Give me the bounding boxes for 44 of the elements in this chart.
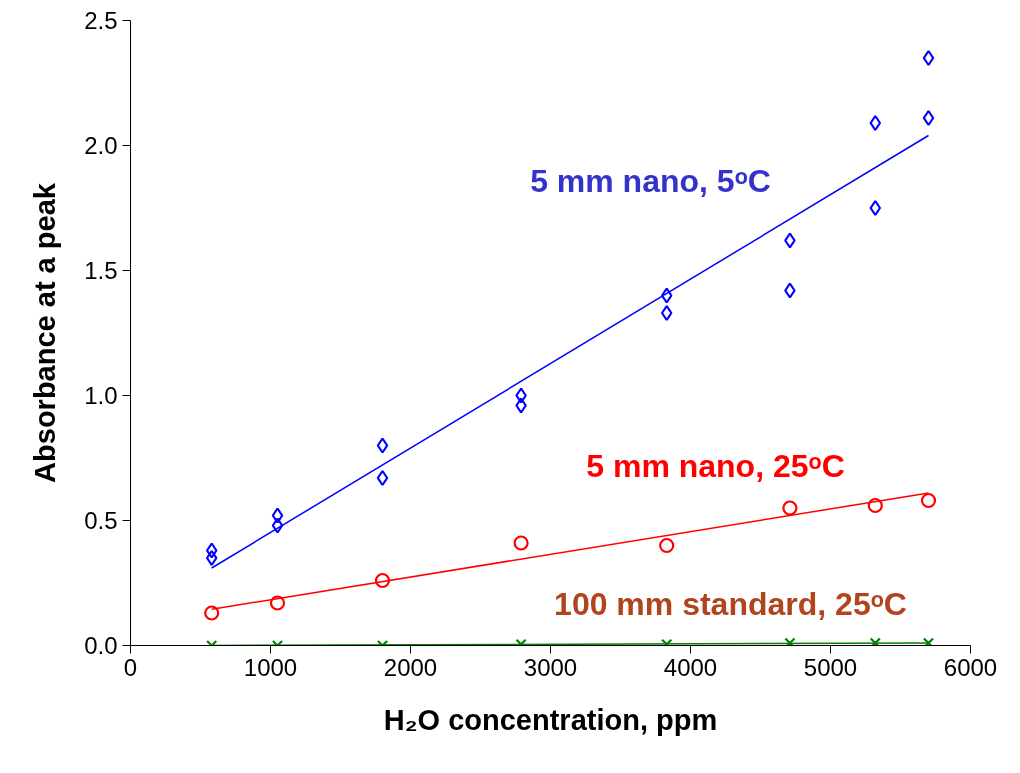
y-tick-label: 0.5 xyxy=(84,507,118,534)
x-axis-title: H₂O concentration, ppm xyxy=(383,703,718,736)
y-tick-label: 1.0 xyxy=(84,382,118,409)
point xyxy=(922,109,935,127)
point xyxy=(376,437,389,454)
point xyxy=(784,232,796,249)
point xyxy=(867,497,883,514)
point xyxy=(515,397,527,414)
point xyxy=(869,199,882,217)
point xyxy=(376,469,389,487)
series-label: 5 mm nano, 25ᵒC xyxy=(586,447,845,484)
y-tick-label: 2.0 xyxy=(84,132,118,159)
point xyxy=(515,387,527,404)
y-tick-label: 2.5 xyxy=(84,7,118,34)
point xyxy=(205,542,218,559)
point xyxy=(271,517,284,534)
point xyxy=(205,549,218,567)
point xyxy=(374,572,391,589)
point xyxy=(784,282,796,299)
point xyxy=(869,637,881,646)
point xyxy=(271,507,284,524)
point xyxy=(782,500,798,516)
point xyxy=(869,114,882,132)
point xyxy=(920,492,937,509)
x-tick-label: 4000 xyxy=(663,653,718,681)
point xyxy=(269,595,286,611)
point xyxy=(922,49,935,67)
point xyxy=(204,605,220,621)
y-tick-label: 0.0 xyxy=(84,632,118,659)
x-tick-label: 2000 xyxy=(383,653,438,681)
point xyxy=(784,637,796,646)
series-label: 100 mm standard, 25ᵒC xyxy=(554,585,907,622)
y-tick-label: 1.5 xyxy=(84,257,118,284)
point xyxy=(660,287,673,304)
x-tick-label: 0 xyxy=(123,653,138,681)
x-tick-label: 1000 xyxy=(243,653,298,681)
x-tick-label: 5000 xyxy=(803,653,858,681)
point xyxy=(659,537,675,554)
x-tick-label: 6000 xyxy=(943,653,998,681)
y-axis-title: Absorbance at a peak xyxy=(29,182,62,483)
point xyxy=(660,304,673,322)
x-tick-label: 3000 xyxy=(523,653,578,681)
point xyxy=(513,535,529,551)
series-label: 5 mm nano, 5ᵒC xyxy=(530,162,771,199)
